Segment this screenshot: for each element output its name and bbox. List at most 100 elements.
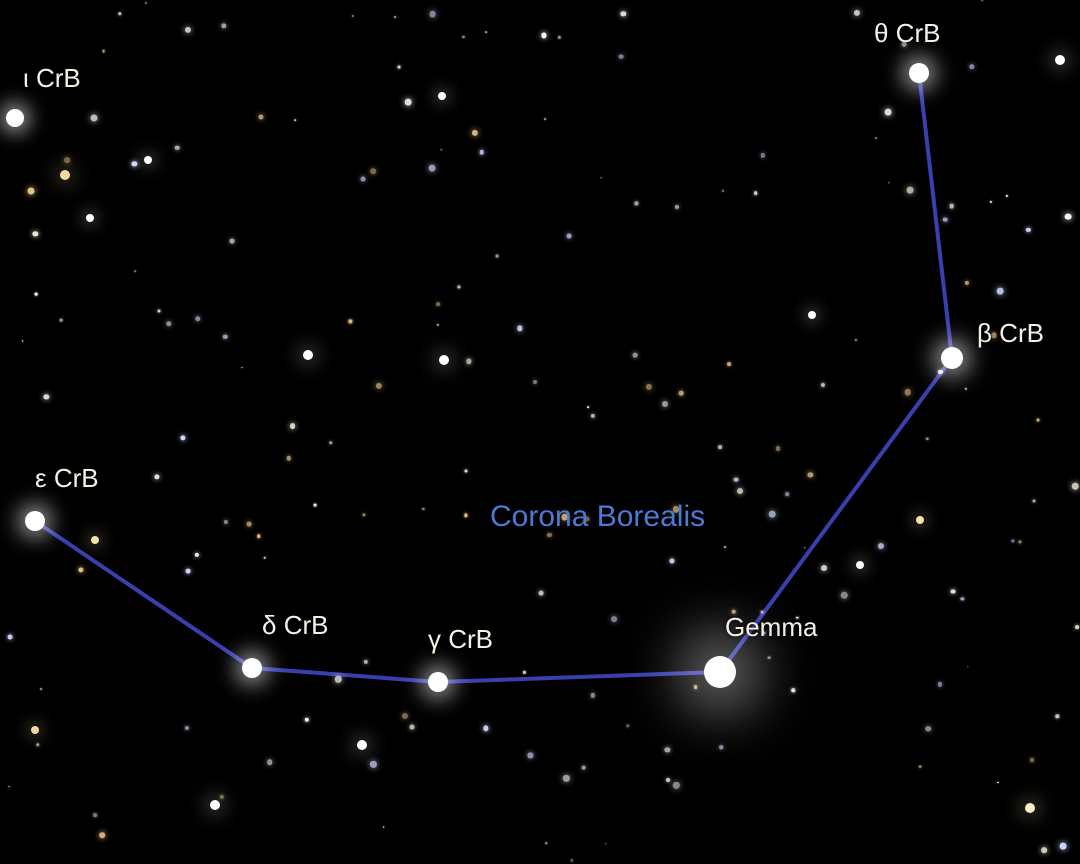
background-star bbox=[33, 231, 38, 236]
star-iota bbox=[6, 109, 24, 127]
background-star bbox=[571, 859, 573, 861]
background-star bbox=[670, 559, 675, 564]
background-star bbox=[185, 726, 189, 730]
star-label-epsilon: ε CrB bbox=[35, 463, 99, 494]
background-star bbox=[364, 659, 368, 663]
background-star bbox=[722, 190, 724, 192]
background-star bbox=[290, 423, 296, 429]
background-star bbox=[465, 470, 468, 473]
background-star bbox=[267, 759, 273, 765]
background-star bbox=[951, 589, 956, 594]
star-beta bbox=[941, 347, 963, 369]
background-star bbox=[132, 162, 137, 167]
background-star bbox=[467, 359, 472, 364]
background-star bbox=[438, 92, 446, 100]
star-gamma bbox=[428, 672, 448, 692]
background-star bbox=[878, 543, 884, 549]
background-star bbox=[91, 536, 99, 544]
background-star bbox=[675, 205, 679, 209]
background-star bbox=[754, 191, 758, 195]
background-star bbox=[969, 64, 974, 69]
background-star bbox=[734, 477, 739, 482]
background-star bbox=[402, 712, 408, 718]
background-star bbox=[195, 316, 200, 321]
background-star bbox=[360, 176, 365, 181]
background-star bbox=[528, 753, 533, 758]
background-star bbox=[1060, 843, 1067, 850]
background-star bbox=[91, 114, 98, 121]
background-star bbox=[545, 118, 547, 120]
background-star bbox=[997, 288, 1004, 295]
constellation-lines bbox=[0, 0, 1080, 864]
background-star bbox=[532, 380, 536, 384]
background-star bbox=[335, 676, 341, 682]
background-star bbox=[457, 285, 460, 288]
background-star bbox=[429, 165, 436, 172]
background-star bbox=[28, 187, 35, 194]
background-star bbox=[437, 324, 439, 326]
background-star bbox=[821, 383, 825, 387]
background-star bbox=[8, 786, 10, 788]
background-star bbox=[485, 32, 487, 34]
background-star bbox=[517, 326, 522, 331]
background-star bbox=[856, 561, 864, 569]
background-star bbox=[938, 370, 942, 374]
background-star bbox=[587, 406, 589, 408]
background-star bbox=[673, 782, 679, 788]
background-star bbox=[804, 547, 805, 548]
background-star bbox=[854, 10, 860, 16]
background-star bbox=[591, 414, 595, 418]
background-star bbox=[785, 492, 789, 496]
background-star bbox=[349, 320, 352, 323]
background-star bbox=[665, 747, 670, 752]
background-star bbox=[44, 394, 49, 399]
background-star bbox=[611, 616, 617, 622]
star-label-beta: β CrB bbox=[977, 318, 1044, 349]
background-star bbox=[185, 27, 191, 33]
background-star bbox=[633, 353, 638, 358]
background-star bbox=[36, 743, 39, 746]
background-star bbox=[362, 514, 365, 517]
background-star bbox=[220, 794, 224, 798]
background-star bbox=[792, 688, 796, 692]
background-star bbox=[679, 391, 684, 396]
background-star bbox=[258, 114, 263, 119]
background-star bbox=[1018, 540, 1021, 543]
background-star bbox=[997, 782, 999, 784]
background-star bbox=[919, 765, 922, 768]
background-star bbox=[965, 388, 967, 390]
background-star bbox=[1005, 195, 1007, 197]
background-star bbox=[329, 441, 333, 445]
background-star bbox=[884, 109, 891, 116]
background-star bbox=[542, 33, 547, 38]
background-star bbox=[383, 826, 385, 828]
background-star bbox=[247, 522, 252, 527]
background-star bbox=[566, 234, 571, 239]
background-star bbox=[441, 149, 442, 150]
background-star bbox=[439, 355, 449, 365]
background-star bbox=[429, 11, 436, 18]
star-label-theta: θ CrB bbox=[874, 18, 940, 49]
star-label-delta: δ CrB bbox=[262, 610, 328, 641]
background-star bbox=[144, 156, 152, 164]
background-star bbox=[376, 383, 382, 389]
star-theta bbox=[909, 63, 929, 83]
background-star bbox=[313, 503, 316, 506]
background-star bbox=[1037, 419, 1040, 422]
star-label-iota: ι CrB bbox=[23, 63, 81, 94]
background-star bbox=[538, 591, 543, 596]
background-star bbox=[621, 11, 626, 16]
star-delta bbox=[242, 658, 262, 678]
background-star bbox=[60, 170, 70, 180]
background-star bbox=[907, 186, 914, 193]
background-star bbox=[257, 535, 260, 538]
background-star bbox=[769, 511, 776, 518]
background-star bbox=[949, 204, 954, 209]
background-star bbox=[601, 177, 603, 179]
background-star bbox=[158, 310, 161, 313]
constellation-name-label: Corona Borealis bbox=[490, 500, 705, 534]
background-star bbox=[727, 362, 731, 366]
background-star bbox=[694, 685, 698, 689]
star-epsilon bbox=[25, 511, 45, 531]
background-star bbox=[776, 446, 780, 450]
